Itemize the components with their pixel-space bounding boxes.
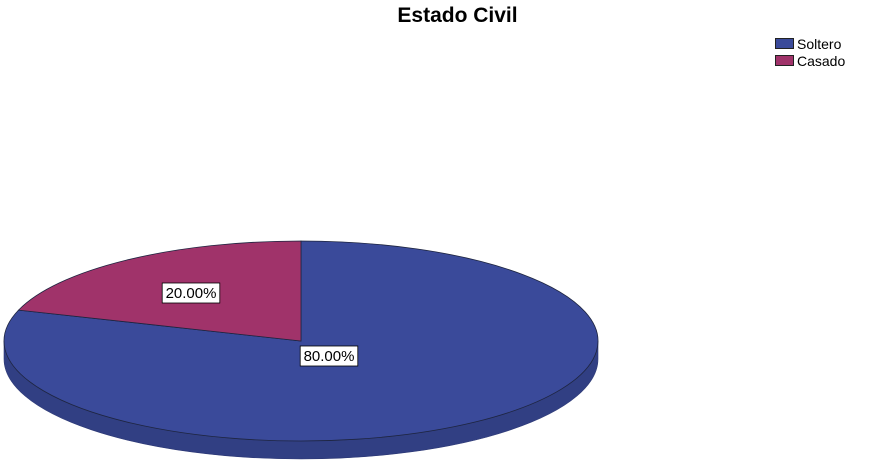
- data-label-soltero: 80.00%: [304, 348, 355, 365]
- pie-slice-casado: [17, 240, 302, 342]
- data-label-casado: 20.00%: [166, 285, 217, 302]
- legend-label-soltero: Soltero: [797, 35, 842, 52]
- legend-item-casado: Casado: [775, 52, 845, 69]
- legend-label-casado: Casado: [797, 52, 846, 69]
- chart-title: Estado Civil: [397, 4, 518, 27]
- data-label-box-soltero: [299, 345, 359, 367]
- legend: Soltero Casado: [775, 35, 845, 69]
- data-label-box-casado: [161, 282, 221, 304]
- legend-item-soltero: Soltero: [775, 35, 845, 52]
- legend-swatch-casado: [775, 55, 794, 66]
- legend-swatch-soltero: [775, 38, 794, 49]
